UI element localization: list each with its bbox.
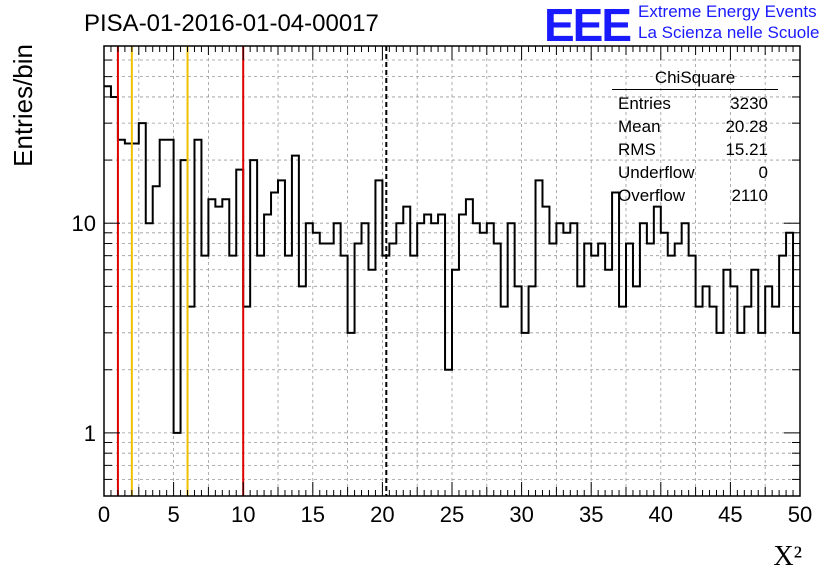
x-axis-label: X² — [773, 541, 802, 572]
x-tick-label: 15 — [301, 502, 325, 527]
stats-label: Entries — [618, 94, 671, 113]
x-tick-label: 40 — [649, 502, 673, 527]
stats-value: 0 — [758, 163, 768, 182]
x-tick-label: 20 — [370, 502, 394, 527]
x-tick-label: 50 — [788, 502, 812, 527]
stats-row-overflow: Overflow 2110 — [612, 184, 778, 207]
stats-row-rms: RMS 15.21 — [612, 138, 778, 161]
stats-title: ChiSquare — [612, 68, 778, 90]
stats-label: Mean — [618, 117, 661, 136]
stats-row-mean: Mean 20.28 — [612, 115, 778, 138]
stats-label: Underflow — [618, 163, 695, 182]
x-tick-label: 35 — [579, 502, 603, 527]
x-tick-label: 45 — [718, 502, 742, 527]
logo-text-line2: La Scienza nelle Scuole — [638, 23, 820, 42]
eee-logo: EEE — [544, 0, 632, 51]
stats-label: RMS — [618, 140, 656, 159]
logo-text-line1: Extreme Energy Events — [638, 2, 817, 21]
x-tick-label: 30 — [509, 502, 533, 527]
y-tick-label: 10 — [72, 211, 96, 236]
x-tick-label: 5 — [167, 502, 179, 527]
stats-label: Overflow — [618, 186, 686, 205]
stats-value: 20.28 — [725, 117, 768, 136]
stats-row-underflow: Underflow 0 — [612, 161, 778, 184]
stats-value: 3230 — [730, 94, 768, 113]
x-tick-label: 10 — [231, 502, 255, 527]
x-tick-label: 0 — [98, 502, 110, 527]
stats-box: ChiSquare Entries 3230 Mean 20.28 RMS 15… — [612, 68, 778, 207]
histogram-series — [104, 85, 800, 434]
y-axis-label: Entries/bin — [8, 44, 38, 167]
stats-row-entries: Entries 3230 — [612, 92, 778, 115]
stats-value: 2110 — [731, 186, 768, 205]
y-tick-label: 1 — [84, 421, 96, 446]
x-tick-label: 25 — [440, 502, 464, 527]
chart-title: PISA-01-2016-01-04-00017 — [84, 10, 379, 37]
stats-value: 15.21 — [725, 140, 768, 159]
